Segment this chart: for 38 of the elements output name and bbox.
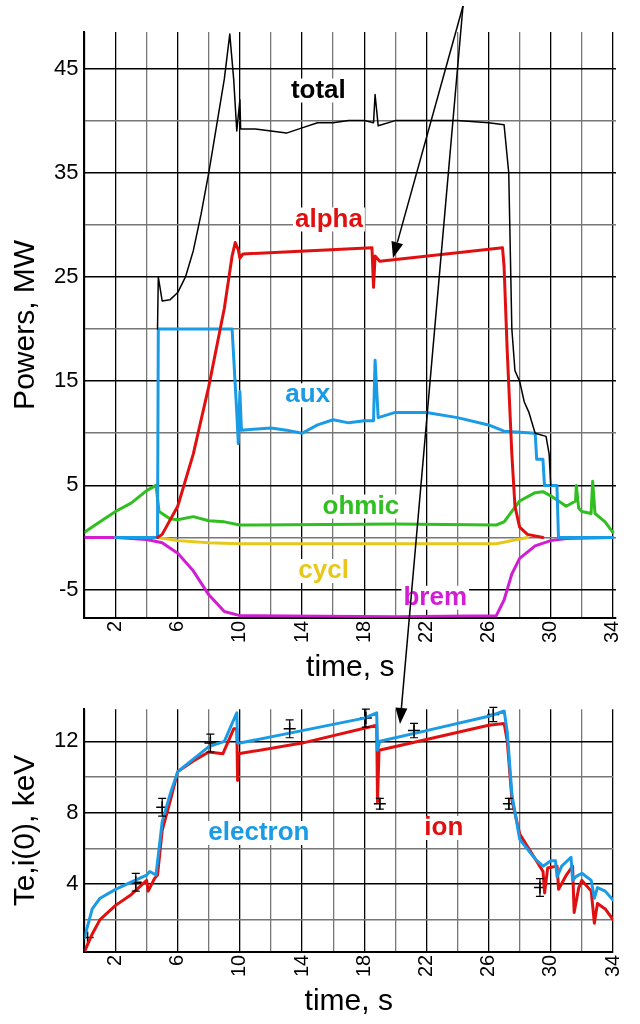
x-tick-label: 18 xyxy=(351,954,374,977)
x-tick-label: 22 xyxy=(413,620,436,643)
series-label: total xyxy=(290,73,346,104)
series-label: electron xyxy=(208,816,310,847)
y-tick-label: 8 xyxy=(66,798,79,824)
y-tick-label: 35 xyxy=(53,158,79,184)
x-tick-label: 14 xyxy=(289,620,312,643)
x-tick-label: 6 xyxy=(165,620,188,632)
y-tick-label: 5 xyxy=(66,471,79,497)
x-tick-label: 30 xyxy=(538,620,561,643)
x-tick-label: 6 xyxy=(165,954,188,966)
y-tick-label: -5 xyxy=(58,575,79,601)
series-label: cycl xyxy=(298,554,349,585)
x-tick-label: 34 xyxy=(600,620,623,643)
x-tick-label: 34 xyxy=(600,954,623,977)
x-tick-label: 2 xyxy=(103,954,126,966)
x-tick-label: 18 xyxy=(351,620,374,643)
y-tick-label: 15 xyxy=(53,367,79,393)
series-label: alpha xyxy=(295,202,364,233)
series-label: ion xyxy=(424,811,464,842)
x-axis-title: time, s xyxy=(304,983,393,1017)
x-tick-label: 14 xyxy=(289,954,312,977)
y-tick-label: 4 xyxy=(66,870,79,896)
x-tick-label: 26 xyxy=(476,620,499,643)
y-tick-label: 45 xyxy=(53,54,79,80)
x-tick-label: 30 xyxy=(538,954,561,977)
y-tick-label: 12 xyxy=(53,727,79,753)
series-label: aux xyxy=(285,378,331,409)
x-tick-label: 26 xyxy=(476,954,499,977)
x-axis-title: time, s xyxy=(306,649,395,683)
y-axis-title: Powers, MW xyxy=(7,239,41,410)
x-tick-label: 2 xyxy=(103,620,126,632)
y-tick-label: 25 xyxy=(53,263,79,288)
x-tick-label: 22 xyxy=(413,954,436,977)
x-tick-label: 10 xyxy=(227,620,250,643)
y-axis-title: Te,i(0), keV xyxy=(7,754,41,907)
series-label: ohmic xyxy=(322,489,400,520)
x-tick-label: 10 xyxy=(227,954,250,977)
